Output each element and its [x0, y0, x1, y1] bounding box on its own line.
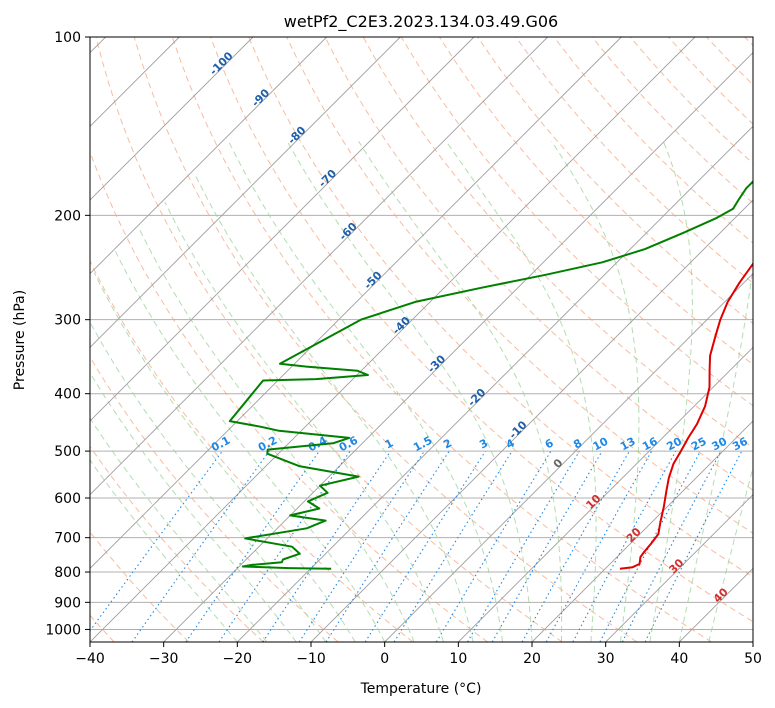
- y-axis: 100 200 300 400 500 600 700 800 900 1000: [45, 30, 90, 638]
- isotherm-line: [384, 273, 753, 642]
- mixing-ratio-label: 25: [689, 435, 709, 454]
- moist-adiabat: [649, 141, 693, 642]
- mixing-ratio-line: [218, 450, 351, 642]
- y-tick-label: 700: [54, 531, 81, 547]
- y-tick-label: 900: [54, 595, 81, 611]
- x-tick-label: 40: [670, 651, 688, 667]
- mixing-ratio-line: [325, 450, 450, 642]
- mixing-ratio-line: [435, 450, 552, 642]
- dry-adiabat: [248, 37, 753, 578]
- y-tick-label: 500: [54, 444, 81, 460]
- plot-area: 0.1 0.2 0.4 0.6 1 1.5 2 3 4 6 8 10 13 16 20 25 30 36 -100…: [90, 37, 753, 642]
- mixing-ratio-line: [572, 450, 677, 642]
- dry-adiabat: [515, 37, 753, 284]
- mixing-ratio-label: 30: [710, 435, 730, 454]
- moist-adiabat: [93, 272, 356, 642]
- isotherm-line: [458, 346, 753, 642]
- moist-adiabat: [115, 251, 386, 642]
- mixing-ratio-line: [599, 450, 701, 642]
- isotherm-line: [237, 125, 753, 642]
- dry-adiabat: [90, 259, 414, 642]
- mixing-ratio-label: 20: [664, 435, 684, 454]
- dry-adiabat: [286, 37, 753, 534]
- x-tick-label: −40: [75, 651, 105, 667]
- mixing-ratio-line: [467, 450, 580, 642]
- pressure-gridlines: [90, 37, 753, 630]
- skewed-isotherms: [90, 37, 753, 642]
- mixing-ratio-label: 16: [640, 435, 660, 454]
- y-tick-label: 300: [54, 313, 81, 329]
- moist-adiabat: [164, 201, 445, 642]
- dry-adiabat: [171, 37, 712, 642]
- moist-adiabat: [138, 227, 415, 642]
- moist-adiabat: [228, 141, 503, 642]
- moist-adiabat: [90, 459, 238, 642]
- plot-frame: [89, 36, 754, 643]
- y-tick-label: 1000: [45, 622, 81, 638]
- moist-adiabat: [551, 141, 640, 642]
- dry-adiabat: [90, 445, 264, 642]
- isotherm-line: [90, 37, 696, 642]
- y-tick-label: 800: [54, 565, 81, 581]
- dry-adiabat: [210, 37, 753, 623]
- isotherm-line: [90, 37, 401, 348]
- moist-adiabat: [90, 321, 327, 642]
- x-axis-title: Temperature (°C): [360, 681, 482, 697]
- isotherm-line: [605, 494, 753, 642]
- y-axis-title: Pressure (hPa): [12, 290, 28, 390]
- moist-adiabat: [286, 141, 533, 642]
- mixing-ratio-line: [298, 450, 425, 642]
- moist-adiabat: [358, 141, 563, 642]
- isotherm-line: [310, 199, 753, 642]
- y-tick-label: 400: [54, 387, 81, 403]
- mixing-ratio-line: [185, 450, 320, 642]
- isotherm-line: [90, 37, 327, 275]
- chart-title: wetPf2_C2E3.2023.134.03.49.G06: [284, 12, 558, 32]
- moist-adiabat: [90, 417, 268, 642]
- moist-adiabat: [194, 173, 474, 642]
- moist-adiabat: [678, 263, 753, 642]
- x-axis: −40 −30 −20 −10 0 10 20 30 40 50: [75, 642, 762, 667]
- mixing-ratio-label: 10: [591, 435, 611, 454]
- x-tick-label: 30: [597, 651, 615, 667]
- dry-adiabat: [95, 37, 563, 642]
- mixing-ratio-label: 36: [730, 435, 750, 454]
- isotherm-line: [90, 37, 475, 422]
- temperature-profile: [619, 262, 753, 570]
- x-tick-label: 20: [523, 651, 541, 667]
- x-tick-label: 50: [744, 651, 762, 667]
- mixing-ratio-line: [393, 450, 513, 642]
- profile-series: [228, 180, 753, 570]
- moist-adiabat: [445, 141, 597, 642]
- dewpoint-profile: [228, 180, 753, 570]
- mixing-ratio-line: [262, 450, 392, 642]
- dry-adiabat: [133, 37, 638, 642]
- isotherm-line: [90, 37, 254, 201]
- mixing-ratio-label: 13: [618, 435, 638, 454]
- isotherm-line: [531, 420, 753, 642]
- mixing-ratio-line: [364, 450, 486, 642]
- y-tick-label: 100: [54, 30, 81, 46]
- x-tick-label: 10: [449, 651, 467, 667]
- dry-adiabat: [324, 37, 753, 491]
- isotherm-line: [90, 37, 622, 569]
- isotherm-line: [90, 37, 548, 496]
- x-tick-label: 0: [380, 651, 389, 667]
- y-tick-label: 600: [54, 491, 81, 507]
- x-tick-label: −20: [223, 651, 253, 667]
- y-tick-label: 200: [54, 208, 81, 224]
- x-tick-label: −10: [296, 651, 326, 667]
- x-tick-label: −30: [149, 651, 179, 667]
